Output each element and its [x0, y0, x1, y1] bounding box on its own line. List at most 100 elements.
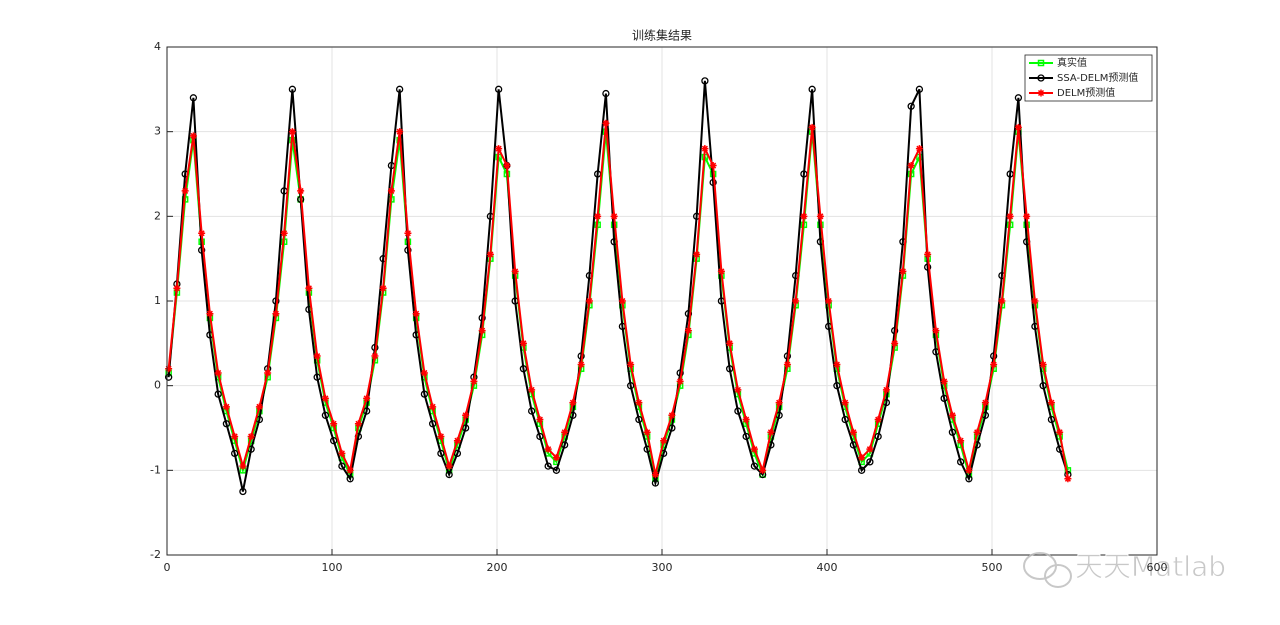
marker [891, 326, 899, 335]
marker [594, 212, 602, 220]
marker [1064, 475, 1072, 483]
legend-label: SSA-DELM预测值 [1057, 71, 1138, 84]
marker [742, 432, 750, 441]
marker [280, 229, 288, 237]
marker [420, 390, 429, 398]
marker [882, 386, 890, 394]
marker [998, 297, 1006, 305]
y-tick-label: -2 [150, 548, 161, 561]
marker [552, 454, 560, 462]
marker [1039, 361, 1047, 368]
marker [437, 449, 445, 458]
marker [602, 89, 610, 98]
marker [189, 94, 198, 102]
marker [643, 428, 651, 436]
marker [363, 394, 371, 402]
marker [396, 128, 404, 136]
marker [800, 212, 808, 220]
series [164, 77, 1072, 496]
marker [1039, 382, 1047, 390]
marker [164, 373, 173, 381]
marker [395, 85, 404, 93]
marker [701, 77, 709, 85]
marker [651, 471, 659, 479]
marker [222, 403, 230, 411]
marker [1047, 415, 1056, 424]
marker [354, 420, 362, 428]
marker [874, 432, 882, 441]
legend-marker [1037, 89, 1045, 97]
marker [808, 123, 816, 131]
x-tick-label: 300 [652, 561, 673, 574]
marker [684, 327, 692, 335]
marker [486, 250, 494, 258]
marker [561, 441, 569, 449]
marker [544, 462, 552, 470]
marker [627, 382, 635, 390]
marker [453, 449, 462, 458]
marker [478, 327, 486, 335]
watermark: 天天Matlab [1075, 550, 1226, 583]
chart-title: 训练集结果 [632, 28, 692, 43]
marker [165, 365, 173, 373]
marker [239, 487, 247, 496]
marker [495, 145, 503, 153]
marker [792, 297, 800, 305]
marker [915, 85, 924, 93]
watermark-icon [1023, 552, 1072, 588]
marker [445, 462, 453, 470]
marker [750, 445, 758, 453]
marker [528, 386, 536, 394]
marker [181, 187, 189, 195]
marker [346, 466, 354, 474]
marker [214, 369, 222, 377]
marker [1014, 94, 1023, 102]
series-group [165, 119, 1072, 483]
marker [981, 399, 989, 407]
marker [866, 445, 874, 453]
marker [709, 162, 717, 170]
marker [420, 369, 428, 377]
marker [907, 162, 915, 170]
marker [1056, 428, 1064, 436]
marker [470, 377, 478, 385]
marker [825, 297, 833, 305]
marker [585, 297, 593, 305]
marker [726, 339, 734, 347]
marker [264, 369, 272, 377]
marker [198, 229, 206, 237]
marker [932, 327, 940, 335]
marker [948, 428, 957, 436]
marker [833, 382, 841, 390]
marker [808, 85, 816, 93]
series-group [164, 77, 1072, 496]
marker [329, 437, 338, 445]
marker [990, 361, 998, 368]
marker [759, 466, 767, 474]
marker [247, 432, 255, 440]
legend: 真实值 SSA-DELM预测值 DELM预测值 [1024, 54, 1153, 102]
marker [519, 365, 528, 373]
marker [668, 411, 676, 419]
marker [429, 403, 437, 411]
line [167, 123, 1069, 479]
marker [1014, 123, 1022, 131]
marker [841, 415, 849, 424]
x-tick-label: 200 [487, 561, 508, 574]
marker [173, 284, 181, 292]
marker [494, 85, 503, 93]
marker [206, 310, 214, 318]
marker [313, 373, 321, 381]
marker [552, 466, 561, 474]
marker [849, 428, 857, 436]
marker [239, 462, 247, 470]
marker [189, 132, 197, 140]
x-tick-label: 0 [164, 561, 171, 574]
y-tick-label: 3 [154, 125, 161, 138]
marker [940, 394, 948, 403]
marker [849, 441, 858, 449]
marker [379, 284, 387, 292]
marker [858, 466, 866, 474]
marker [1006, 212, 1014, 220]
marker [635, 399, 643, 407]
